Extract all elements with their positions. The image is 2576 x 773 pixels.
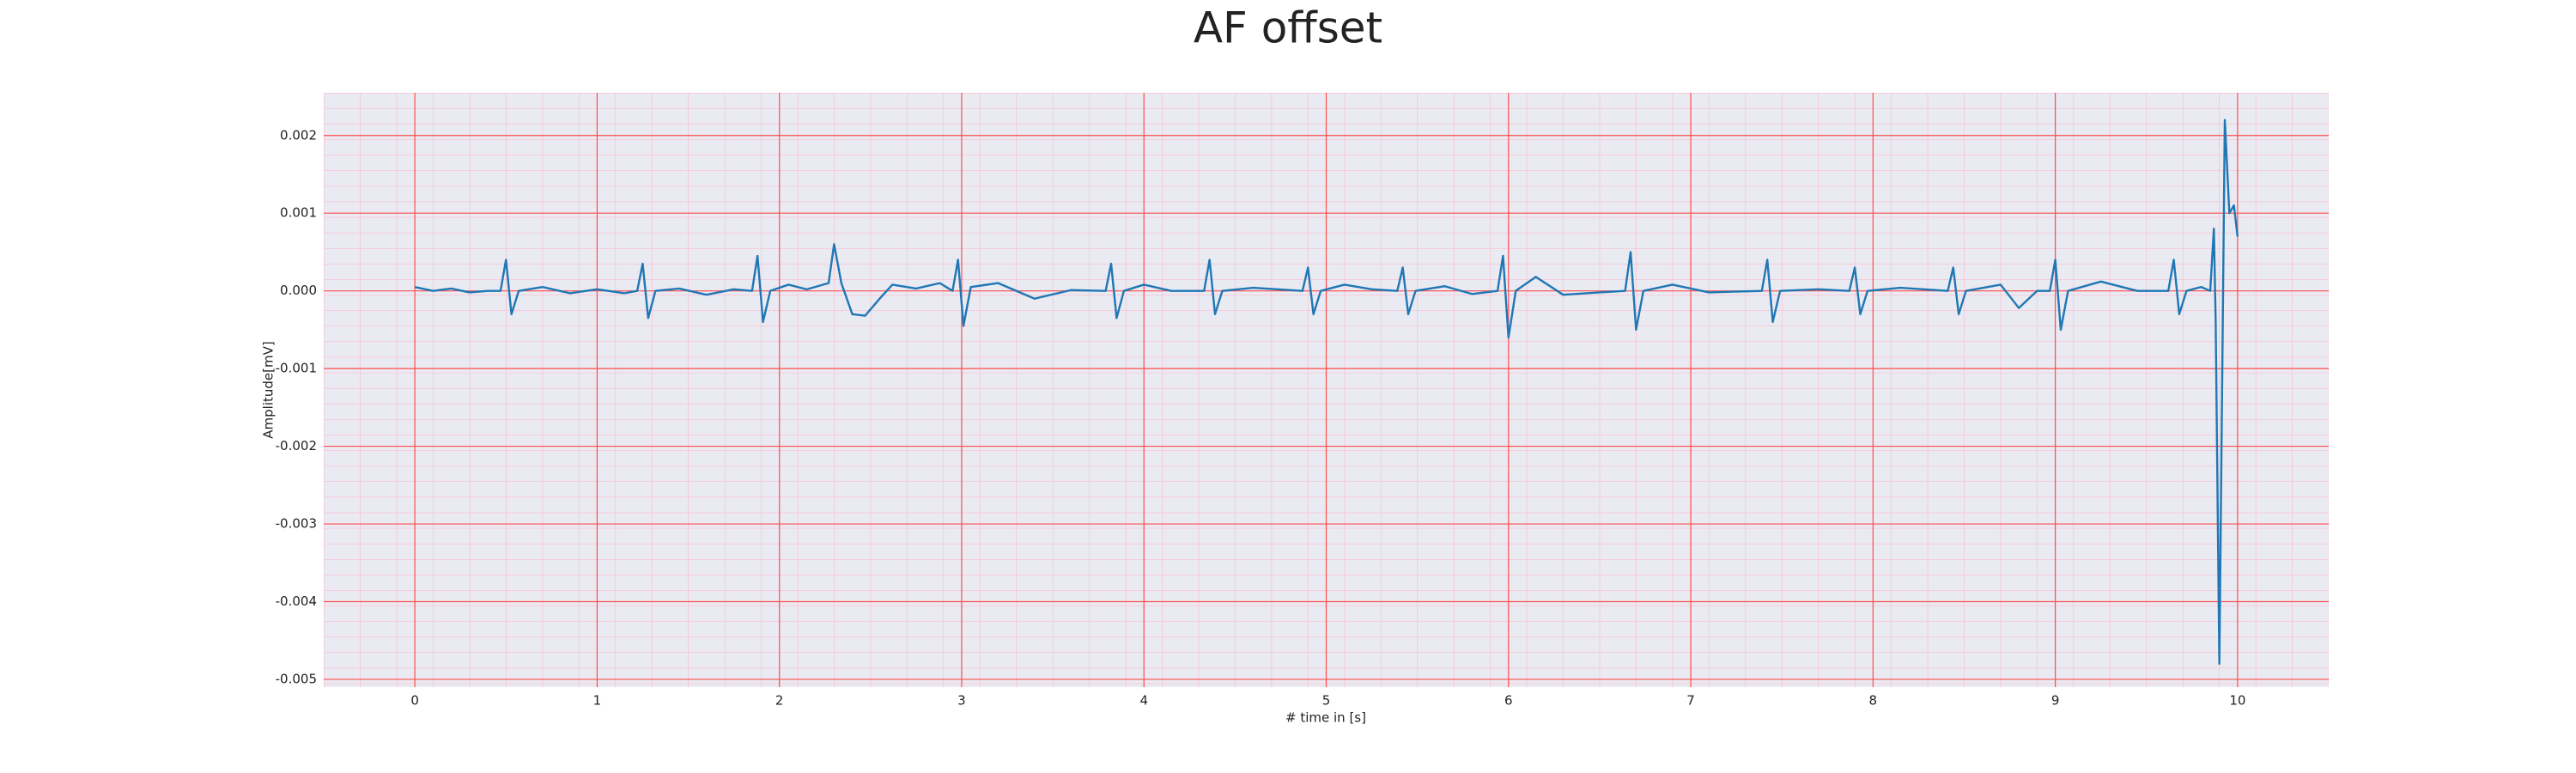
y-tick-label: 0.001 bbox=[280, 205, 317, 221]
x-tick-label: 1 bbox=[593, 693, 602, 709]
data-line bbox=[414, 119, 2239, 666]
y-tick-label: -0.002 bbox=[276, 438, 317, 453]
x-tick-label: 9 bbox=[2051, 693, 2060, 709]
x-tick-label: 5 bbox=[1322, 693, 1331, 709]
y-tick-label: -0.005 bbox=[276, 671, 317, 686]
y-tick-label: -0.004 bbox=[276, 593, 317, 609]
y-axis-label: Amplitude[mV] bbox=[261, 341, 276, 438]
y-tick-label: 0.000 bbox=[280, 283, 317, 298]
y-tick-label: 0.002 bbox=[280, 127, 317, 143]
x-tick-label: 3 bbox=[957, 693, 966, 709]
x-tick-label: 8 bbox=[1869, 693, 1878, 709]
x-tick-label: 7 bbox=[1686, 693, 1695, 709]
x-tick-label: 10 bbox=[2229, 693, 2245, 709]
y-tick-label: -0.003 bbox=[276, 516, 317, 532]
chart-title: AF offset bbox=[1194, 3, 1382, 53]
x-tick-label: 4 bbox=[1139, 693, 1148, 709]
x-tick-label: 6 bbox=[1504, 693, 1513, 709]
x-axis-label: # time in [s] bbox=[1285, 710, 1366, 726]
y-tick-label: -0.001 bbox=[276, 361, 317, 376]
x-tick-label: 0 bbox=[410, 693, 419, 709]
x-tick-label: 2 bbox=[775, 693, 784, 709]
